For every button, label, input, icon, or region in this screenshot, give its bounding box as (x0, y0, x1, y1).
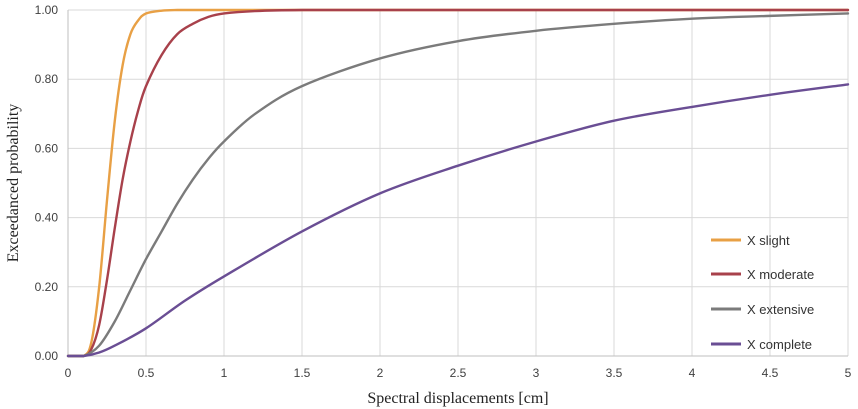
x-tick-label: 2.5 (450, 366, 467, 380)
axes-layer (67, 10, 848, 357)
x-tick-label: 4 (689, 366, 696, 380)
x-tick-label: 3 (533, 366, 540, 380)
legend-label-x-complete: X complete (747, 337, 812, 352)
series-line-x-complete (66, 83, 850, 358)
x-tick-label: 4.5 (762, 366, 779, 380)
y-tick-label: 0.60 (35, 141, 59, 155)
legend: X slight X moderate X extensive X comple… (711, 233, 814, 352)
y-tick-label: 0.40 (35, 211, 59, 225)
y-axis-title: Exceedanced probability (5, 104, 22, 263)
x-axis-title: Spectral displacements [cm] (367, 390, 548, 407)
series-line-x-moderate (66, 8, 850, 358)
x-tick-label: 0 (65, 366, 72, 380)
legend-item-x-slight: X slight (711, 233, 790, 248)
y-tick-label: 0.00 (35, 349, 59, 363)
x-tick-label: 2 (377, 366, 384, 380)
series-layer (66, 8, 850, 358)
legend-item-x-moderate: X moderate (711, 267, 814, 282)
grid-layer (68, 9, 849, 356)
legend-item-x-complete: X complete (711, 337, 812, 352)
series-line-x-extensive (66, 12, 850, 358)
legend-item-x-extensive: X extensive (711, 302, 814, 317)
legend-label-x-slight: X slight (747, 233, 790, 248)
x-tick-label: 1.5 (294, 366, 311, 380)
y-tick-label: 0.20 (35, 280, 59, 294)
x-tick-label: 1 (221, 366, 228, 380)
y-tick-label: 1.00 (35, 3, 59, 17)
x-tick-label: 0.5 (138, 366, 155, 380)
legend-label-x-moderate: X moderate (747, 267, 814, 282)
legend-label-x-extensive: X extensive (747, 302, 814, 317)
x-tick-label: 5 (845, 366, 852, 380)
x-tick-labels: 0 0.5 1 1.5 2 2.5 3 3.5 4 4.5 5 (65, 366, 852, 380)
y-tick-label: 0.80 (35, 72, 59, 86)
y-tick-labels: 0.00 0.20 0.40 0.60 0.80 1.00 (35, 3, 59, 363)
x-tick-label: 3.5 (606, 366, 623, 380)
